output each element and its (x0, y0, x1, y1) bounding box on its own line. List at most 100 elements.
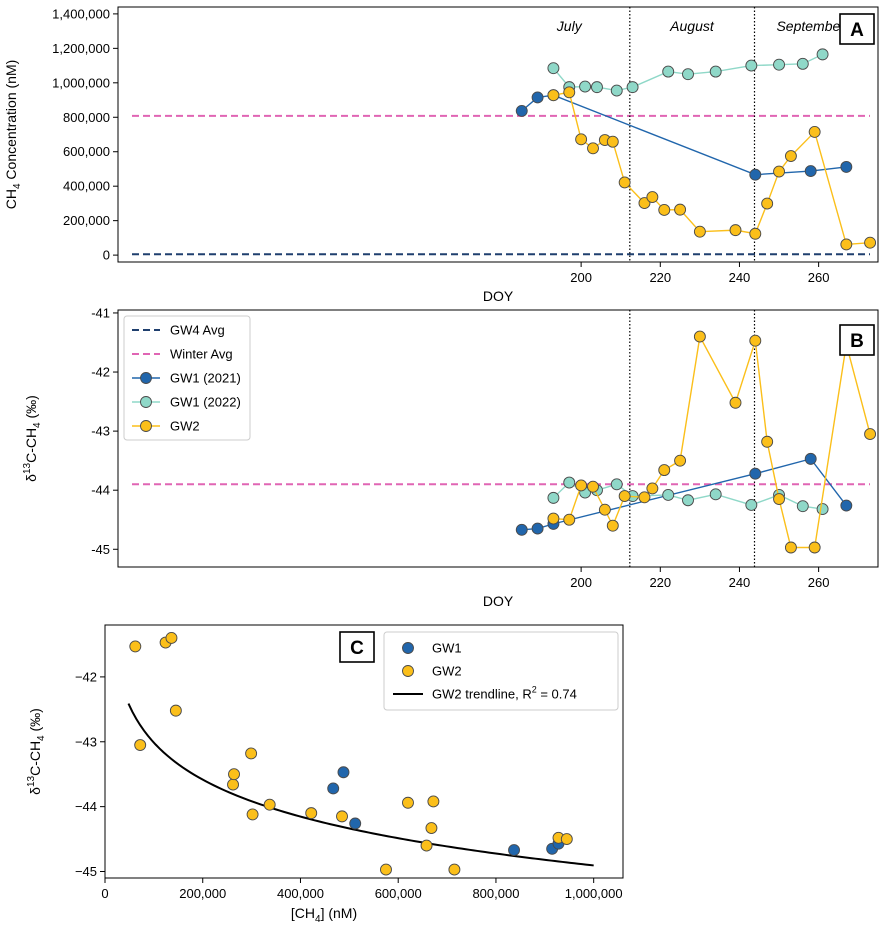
data-point (816, 503, 829, 516)
scatter-point-gw2 (380, 863, 392, 876)
scatter-point-gw2 (305, 807, 318, 820)
x-tick-label: 600,000 (375, 886, 422, 901)
data-point (816, 48, 829, 61)
y-tick-label: -41 (91, 305, 110, 320)
data-point (618, 490, 631, 503)
legend-label: GW2 trendline, R2 = 0.74 (432, 685, 577, 702)
data-point (796, 57, 809, 70)
data-point (626, 81, 639, 94)
data-point (749, 334, 762, 347)
y-tick-label: -44 (91, 483, 110, 498)
plot-frame (104, 624, 624, 879)
x-tick-label: 1,000,000 (565, 886, 623, 901)
scatter-point-gw2 (169, 704, 182, 717)
scatter-point-gw2 (263, 798, 276, 811)
data-point (682, 494, 694, 507)
data-point (515, 104, 528, 117)
y-tick-label: −43 (75, 734, 97, 749)
data-point (563, 86, 576, 99)
legend-label-rest: = 0.74 (537, 687, 577, 702)
scatter-point-gw2 (420, 839, 433, 852)
scatter-point-gw2 (427, 795, 440, 808)
data-point (638, 197, 651, 210)
data-point (773, 493, 785, 506)
y-label-rest: Concentration (nM) (3, 60, 19, 184)
legend-marker-swatch (140, 396, 152, 408)
data-point (563, 476, 576, 489)
data-point (840, 238, 853, 251)
data-point (587, 480, 599, 493)
data-point (579, 80, 592, 93)
scatter-point-gw2 (448, 863, 461, 876)
scatter-point-gw1 (349, 817, 362, 830)
y-tick-label: 1,000,000 (52, 75, 110, 90)
y-tick-label: −44 (75, 799, 97, 814)
legend: GW4 Avg Winter Avg GW1 (2021) GW1 (2022) GW2 (123, 315, 251, 441)
legend-label: GW1 (432, 641, 462, 656)
trendline (127, 703, 594, 867)
y-label-subscript: 4 (32, 422, 43, 428)
scatter-point-gw2 (129, 640, 142, 653)
data-point (591, 81, 603, 94)
x-label-subscript: 4 (315, 914, 321, 925)
y-tick-label: 1,200,000 (52, 41, 110, 56)
y-tick-label: −45 (75, 864, 97, 879)
y-label-subscript: 4 (12, 183, 23, 189)
y-tick-label: -45 (91, 542, 110, 557)
data-point (674, 203, 687, 216)
data-point (610, 478, 623, 491)
legend-marker-swatch (402, 642, 414, 654)
x-label-rest: ] (nM) (321, 905, 358, 921)
x-axis-label: DOY (483, 288, 514, 304)
y-label-superscript: 13 (26, 775, 37, 787)
data-point (808, 125, 821, 138)
y-label-subscript: 4 (36, 735, 47, 741)
data-point (804, 165, 817, 177)
series-line-2 (553, 334, 871, 549)
x-tick-label: 260 (808, 270, 830, 285)
data-point (840, 160, 853, 173)
y-label-mid: C-CH (27, 741, 43, 776)
data-point (745, 499, 758, 511)
legend-label-main: GW1 (432, 641, 462, 656)
data-point (784, 541, 797, 554)
data-point (575, 133, 588, 146)
scatter-point-gw2 (402, 796, 414, 809)
panel-letter-box (339, 631, 375, 663)
panel-letter: B (850, 331, 864, 352)
data-point (638, 491, 651, 504)
data-point (515, 523, 528, 536)
data-point (808, 541, 821, 554)
scatter-point-gw2 (228, 768, 240, 781)
y-tick-label: -43 (91, 424, 110, 439)
data-point (547, 89, 560, 102)
data-point (729, 396, 742, 409)
data-point (682, 68, 694, 81)
month-label: August (669, 18, 715, 34)
legend-frame (123, 315, 251, 441)
x-axis-label: [CH4] (nM) (291, 905, 357, 925)
y-tick-label: 800,000 (63, 110, 110, 125)
data-point (729, 224, 742, 237)
data-point (547, 491, 560, 504)
x-tick-label: 240 (729, 270, 751, 285)
data-point (610, 84, 623, 97)
y-label-rest: (‰) (27, 708, 43, 735)
y-label-main: CH (3, 189, 19, 209)
legend: GW1 GW2 GW2 trendline, R2 = 0.74 (383, 631, 619, 711)
panel-c-scatter-chart: 0 200,000 400,000 600,000 800,000 1,000,000 −4… (26, 624, 624, 925)
panel-letter: A (850, 20, 864, 41)
y-label-delta: δ (27, 787, 43, 795)
y-tick-label: 0 (103, 248, 110, 263)
scatter-point-gw1 (508, 844, 520, 857)
data-point (658, 464, 671, 477)
x-tick-label: 220 (649, 270, 671, 285)
data-point (618, 176, 631, 189)
data-point (745, 59, 758, 72)
panel-b-isotope-chart: 200 220 240 260 -45 -44 -43 -42 -41 DOY δ13C-CH4 (… (22, 305, 879, 609)
data-point (804, 452, 817, 465)
data-point (749, 168, 762, 181)
y-tick-label: 400,000 (63, 179, 110, 194)
scatter-point-gw1 (327, 782, 340, 795)
legend-frame (383, 631, 619, 711)
